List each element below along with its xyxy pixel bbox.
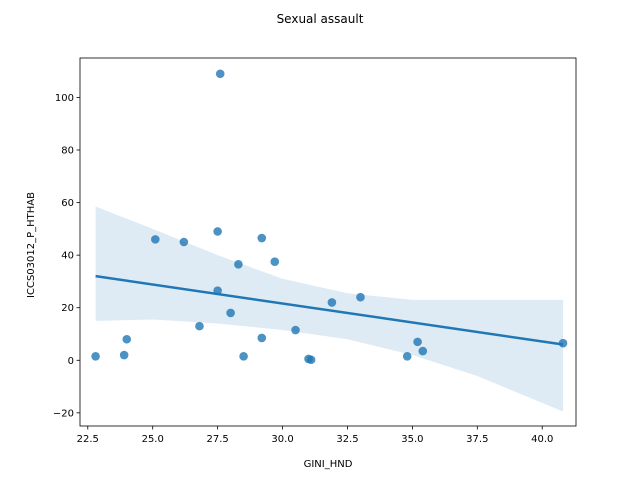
x-tick-label: 37.5 (466, 434, 488, 445)
scatter-point (558, 338, 568, 348)
scatter-point (215, 69, 225, 79)
regression-line (95, 274, 564, 346)
y-tick-label: 20 (61, 303, 74, 314)
scatter-point (327, 298, 337, 307)
scatter-point (257, 333, 267, 343)
confidence-band (95, 206, 564, 412)
scatter-point (213, 227, 222, 236)
scatter-point (291, 325, 300, 335)
scatter-point (270, 257, 280, 267)
axes-frame (79, 57, 577, 427)
scatter-point (402, 352, 412, 361)
y-tick-label: 40 (61, 251, 74, 262)
y-axis-label: ICCS03012_P_HTHAB (26, 192, 37, 298)
x-tick-label: 22.5 (77, 434, 99, 445)
x-tick-label: 35.0 (401, 434, 423, 445)
y-tick-label: 0 (68, 356, 74, 367)
scatter-point (122, 334, 132, 344)
scatter-point (213, 286, 222, 295)
scatter-point (234, 260, 243, 269)
y-tick-label: 100 (55, 93, 74, 104)
regression-line-layer (95, 274, 564, 346)
scatter-points-layer (91, 69, 568, 365)
scatter-point (418, 346, 428, 356)
axes-layer (79, 57, 577, 427)
y-tick-label: 60 (61, 198, 74, 209)
scatter-point (356, 292, 365, 302)
x-tick-label: 25.0 (142, 434, 164, 445)
x-axis-label: GINI_HND (304, 459, 353, 470)
x-tick-label: 27.5 (207, 434, 229, 445)
x-tick-label: 32.5 (336, 434, 358, 445)
scatter-point (179, 237, 189, 247)
scatter-point (306, 355, 316, 365)
x-tick-label: 40.0 (531, 434, 553, 445)
scatter-point (413, 337, 422, 347)
ticks-layer: 22.5 25.0 27.5 30.0 32.5 35.0 37.5 40.0 −20 0 20 40… (53, 93, 553, 445)
scatter-point (151, 235, 160, 244)
y-tick-label: −20 (53, 408, 74, 419)
scatter-point (91, 352, 100, 361)
scatter-point (119, 350, 129, 360)
confidence-band-layer (95, 206, 564, 412)
scatter-point (239, 352, 248, 361)
x-tick-label: 30.0 (271, 434, 293, 445)
y-tick-label: 80 (61, 146, 74, 157)
chart-title: Sexual assault (277, 12, 364, 26)
scatter-point (257, 233, 267, 243)
scatter-point (195, 321, 204, 331)
scatter-point (226, 308, 235, 318)
